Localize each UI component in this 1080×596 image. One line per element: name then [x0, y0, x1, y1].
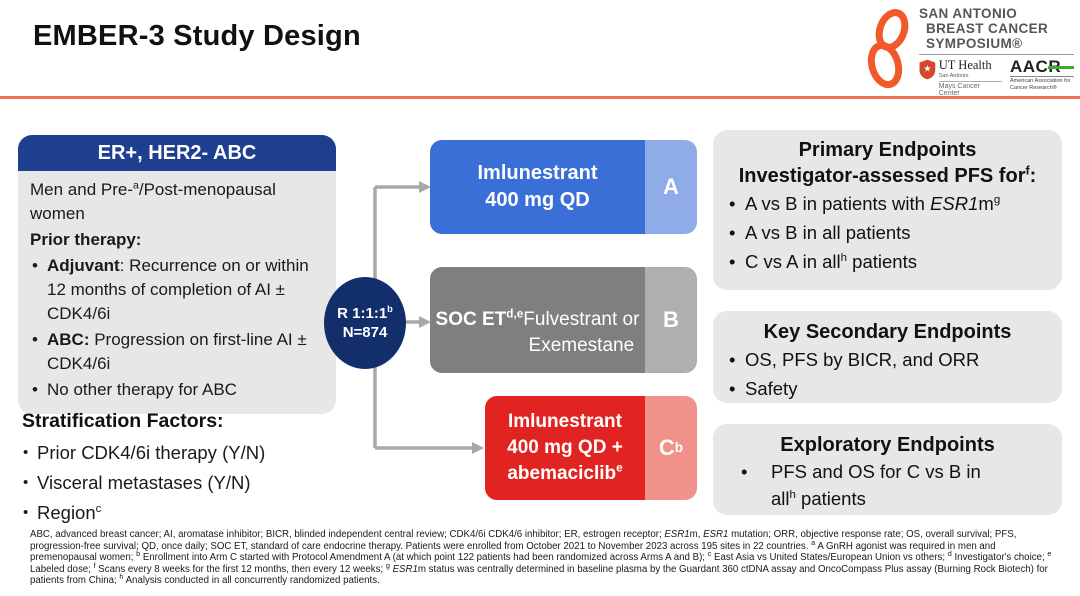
exploratory-endpoints-title: Exploratory Endpoints — [780, 434, 995, 456]
arm-a-label: Imlunestrant 400 mg QD — [430, 140, 645, 234]
randomization-ratio: R 1:1:1b — [337, 304, 393, 322]
sabcs-logo: SAN ANTONIO BREAST CANCER SYMPOSIUM® ★ U… — [862, 6, 1074, 97]
sabcs-name-line1: SAN ANTONIO — [919, 6, 1018, 21]
svg-text:★: ★ — [923, 63, 931, 73]
arm-a-letter: A — [645, 140, 697, 234]
stratification-heading: Stratification Factors: — [22, 410, 224, 432]
accent-divider — [0, 96, 1080, 99]
prior-therapy-label: Prior therapy: — [30, 230, 142, 249]
footnote: ABC, advanced breast cancer; AI, aromata… — [30, 529, 1052, 587]
key-secondary-endpoints-box: Key Secondary Endpoints OS, PFS by BICR,… — [713, 311, 1062, 403]
key-secondary-endpoints-title: Key Secondary Endpoints — [763, 321, 1012, 343]
randomization-n: N=874 — [342, 324, 388, 341]
ut-health-logo: ★ UT Health San Antonio Mays Cancer Cent… — [919, 59, 1002, 97]
aacr-logo: AACR American Association for Cancer Res… — [1010, 57, 1074, 91]
population-box: ER+, HER2- ABC Men and Pre-a/Post-menopa… — [18, 135, 336, 414]
primary-endpoints-subtitle: Investigator-assessed PFS forf: — [738, 163, 1037, 187]
ut-health-city: San Antonio — [938, 72, 969, 79]
sabcs-ribbon-icon — [867, 9, 909, 89]
arm-b-box: SOC ETd,e Fulvestrant or Exemestane B — [430, 267, 697, 373]
population-intro: Men and Pre-a/Post-menopausal women — [30, 179, 276, 223]
primary-endpoints-title: Primary Endpoints — [798, 139, 977, 161]
bullet-item: C vs A in allh patients — [725, 247, 1050, 276]
primary-endpoints-box: Primary Endpoints Investigator-assessed … — [713, 130, 1062, 290]
logo-rule — [919, 54, 1074, 55]
bullet-item: ABC: Progression on first-line AI ± CDK4… — [30, 328, 324, 376]
ut-cancer-center: Mays Cancer Center — [938, 81, 1002, 97]
exploratory-endpoints-box: Exploratory Endpoints PFS and OS for C v… — [713, 424, 1062, 515]
population-box-header: ER+, HER2- ABC — [18, 135, 336, 171]
stratification-section: Stratification Factors: Prior CDK4/6i th… — [22, 410, 352, 528]
sabcs-name: SAN ANTONIO BREAST CANCER SYMPOSIUM® — [919, 6, 1074, 51]
ut-health-name: UT Health — [938, 58, 992, 72]
aacr-full-name: American Association for Cancer Research… — [1010, 76, 1074, 91]
arm-b-letter: B — [645, 267, 697, 373]
aacr-acronym: AACR — [1010, 57, 1062, 76]
bullet-item: No other therapy for ABC — [30, 378, 324, 402]
arm-c-label: Imlunestrant 400 mg QD + abemaciclibe — [485, 396, 645, 500]
stratification-item: Regionc — [22, 498, 352, 528]
ut-shield-icon: ★ — [919, 59, 936, 80]
stratification-item: Prior CDK4/6i therapy (Y/N) — [22, 438, 352, 468]
bullet-item: Adjuvant: Recurrence on or within 12 mon… — [30, 254, 324, 326]
bullet-item: A vs B in all patients — [725, 218, 1050, 247]
sabcs-name-line2: BREAST CANCER — [926, 21, 1049, 36]
population-box-body: Men and Pre-a/Post-menopausal women Prio… — [18, 171, 336, 414]
arm-b-label: SOC ETd,e Fulvestrant or Exemestane — [430, 267, 645, 373]
sabcs-name-line3: SYMPOSIUM® — [926, 36, 1023, 51]
aacr-green-bar-icon — [1048, 66, 1074, 69]
arm-a-box: Imlunestrant 400 mg QD A — [430, 140, 697, 234]
bullet-item: A vs B in patients with ESR1mg — [725, 189, 1050, 218]
stratification-item: Visceral metastases (Y/N) — [22, 468, 352, 498]
bullet-item: Safety — [725, 374, 1050, 403]
bullet-item: OS, PFS by BICR, and ORR — [725, 345, 1050, 374]
randomization-circle: R 1:1:1b N=874 — [324, 277, 406, 369]
page-title: EMBER-3 Study Design — [33, 20, 361, 52]
